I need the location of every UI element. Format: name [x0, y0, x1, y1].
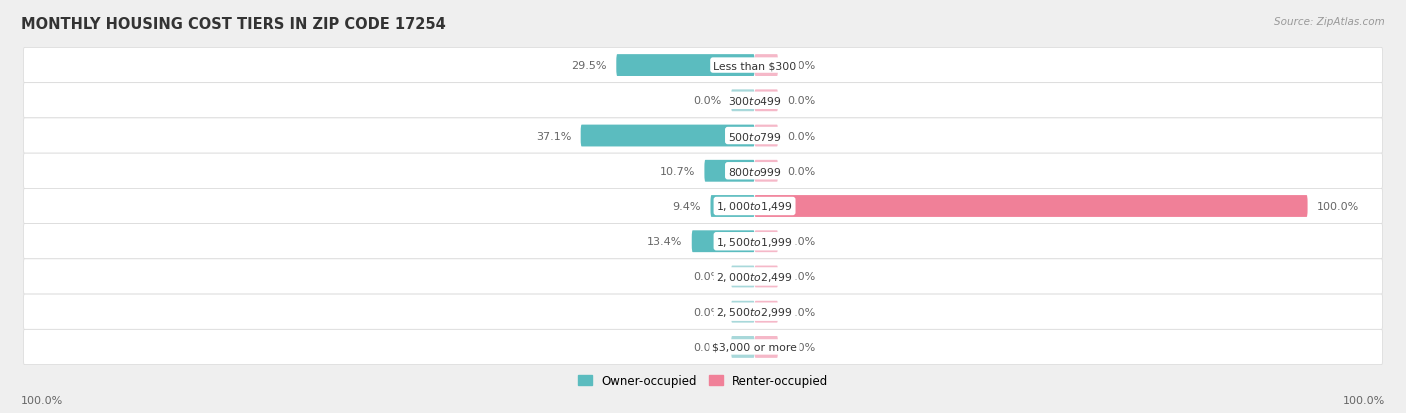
- FancyBboxPatch shape: [755, 196, 1308, 217]
- FancyBboxPatch shape: [24, 259, 1382, 294]
- Text: 0.0%: 0.0%: [787, 237, 815, 247]
- Text: $1,000 to $1,499: $1,000 to $1,499: [716, 200, 793, 213]
- FancyBboxPatch shape: [731, 301, 755, 323]
- FancyBboxPatch shape: [755, 125, 778, 147]
- FancyBboxPatch shape: [24, 83, 1382, 119]
- FancyBboxPatch shape: [616, 55, 755, 77]
- Text: 100.0%: 100.0%: [1343, 395, 1385, 405]
- Text: 0.0%: 0.0%: [787, 342, 815, 352]
- FancyBboxPatch shape: [704, 161, 755, 182]
- Text: $300 to $499: $300 to $499: [728, 95, 782, 107]
- Text: 0.0%: 0.0%: [693, 272, 721, 282]
- Text: 29.5%: 29.5%: [571, 61, 607, 71]
- Text: 0.0%: 0.0%: [787, 131, 815, 141]
- FancyBboxPatch shape: [24, 294, 1382, 330]
- Text: 0.0%: 0.0%: [787, 166, 815, 176]
- FancyBboxPatch shape: [24, 154, 1382, 189]
- Text: 0.0%: 0.0%: [787, 272, 815, 282]
- Text: 9.4%: 9.4%: [672, 202, 702, 211]
- Text: Source: ZipAtlas.com: Source: ZipAtlas.com: [1274, 17, 1385, 26]
- FancyBboxPatch shape: [731, 90, 755, 112]
- Text: 100.0%: 100.0%: [1317, 202, 1360, 211]
- FancyBboxPatch shape: [24, 189, 1382, 224]
- FancyBboxPatch shape: [24, 330, 1382, 365]
- Text: 0.0%: 0.0%: [693, 342, 721, 352]
- Text: $2,500 to $2,999: $2,500 to $2,999: [716, 306, 793, 318]
- Text: 0.0%: 0.0%: [787, 61, 815, 71]
- Text: 10.7%: 10.7%: [659, 166, 695, 176]
- Text: 0.0%: 0.0%: [787, 307, 815, 317]
- FancyBboxPatch shape: [731, 336, 755, 358]
- Text: 37.1%: 37.1%: [536, 131, 571, 141]
- FancyBboxPatch shape: [755, 90, 778, 112]
- Legend: Owner-occupied, Renter-occupied: Owner-occupied, Renter-occupied: [572, 370, 834, 392]
- FancyBboxPatch shape: [755, 266, 778, 288]
- FancyBboxPatch shape: [755, 161, 778, 182]
- Text: $500 to $799: $500 to $799: [728, 130, 782, 142]
- FancyBboxPatch shape: [755, 336, 778, 358]
- Text: $800 to $999: $800 to $999: [728, 165, 782, 177]
- FancyBboxPatch shape: [24, 224, 1382, 259]
- Text: 13.4%: 13.4%: [647, 237, 682, 247]
- Text: MONTHLY HOUSING COST TIERS IN ZIP CODE 17254: MONTHLY HOUSING COST TIERS IN ZIP CODE 1…: [21, 17, 446, 31]
- Text: $3,000 or more: $3,000 or more: [711, 342, 797, 352]
- Text: 0.0%: 0.0%: [787, 96, 815, 106]
- Text: $1,500 to $1,999: $1,500 to $1,999: [716, 235, 793, 248]
- FancyBboxPatch shape: [24, 48, 1382, 83]
- FancyBboxPatch shape: [710, 196, 755, 217]
- Text: 100.0%: 100.0%: [21, 395, 63, 405]
- Text: $2,000 to $2,499: $2,000 to $2,499: [716, 271, 793, 283]
- Text: Less than $300: Less than $300: [713, 61, 796, 71]
- FancyBboxPatch shape: [581, 125, 755, 147]
- FancyBboxPatch shape: [755, 55, 778, 77]
- FancyBboxPatch shape: [692, 231, 755, 252]
- Text: 0.0%: 0.0%: [693, 96, 721, 106]
- FancyBboxPatch shape: [755, 231, 778, 252]
- FancyBboxPatch shape: [755, 301, 778, 323]
- FancyBboxPatch shape: [731, 266, 755, 288]
- FancyBboxPatch shape: [24, 119, 1382, 154]
- Text: 0.0%: 0.0%: [693, 307, 721, 317]
